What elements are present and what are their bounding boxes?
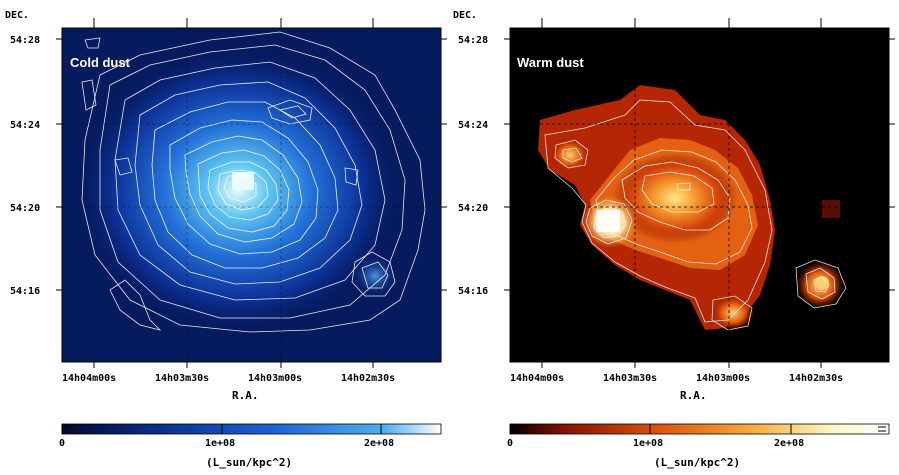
cold-colorbar: 0 1e+08 2e+08 (L_sun/kpc^2) — [59, 423, 442, 469]
cold-dec-tick-marks — [56, 38, 447, 291]
warm-dust-map-frame — [509, 27, 890, 363]
cold-dust-label: Cold dust — [70, 55, 131, 70]
warm-dust-grid — [510, 28, 889, 362]
warm-colorbar-tick: 2e+08 — [774, 438, 804, 449]
warm-dec-tick-label: 54:28 — [458, 35, 488, 46]
cold-colorbar-tick: 1e+08 — [205, 438, 235, 449]
warm-dec-axis-label: DEC. — [453, 10, 477, 21]
cold-ra-tick-marks — [93, 18, 374, 368]
cold-colorbar-gradient — [61, 423, 442, 435]
cold-ra-tick-label: 14h03m00s — [248, 373, 302, 384]
warm-colorbar-gradient — [509, 423, 890, 435]
cold-ra-tick-label: 14h03m30s — [155, 373, 209, 384]
cold-dust-panel: Cold dust DEC. 54:28 54:24 54:20 54:16 1… — [5, 10, 447, 469]
cold-dec-axis-label: DEC. — [5, 10, 29, 21]
cold-dec-tick-label: 54:28 — [10, 35, 40, 46]
warm-dust-knot-nw — [550, 138, 590, 172]
warm-ra-axis-label: R.A. — [680, 389, 707, 402]
cold-dust-map-frame — [61, 27, 442, 363]
warm-ra-tick-label: 14h04m00s — [510, 373, 564, 384]
warm-ra-tick-marks — [541, 18, 822, 368]
warm-dust-contours — [544, 99, 847, 331]
warm-dust-core — [613, 153, 737, 243]
warm-dust-label: Warm dust — [517, 55, 584, 70]
warm-colorbar-tick: 1e+08 — [633, 438, 663, 449]
cold-dec-tick-label: 54:24 — [10, 120, 40, 131]
cold-ra-axis-label: R.A. — [232, 389, 259, 402]
warm-ra-tick-label: 14h02m30s — [789, 373, 843, 384]
cold-dust-grid — [62, 28, 441, 362]
cold-ra-tick-label: 14h02m30s — [341, 373, 395, 384]
cold-dust-peak-pixel — [232, 172, 254, 190]
warm-ra-tick-label: 14h03m30s — [603, 373, 657, 384]
warm-dec-tick-label: 54:20 — [458, 203, 488, 214]
cold-dec-tick-label: 54:20 — [10, 203, 40, 214]
warm-dust-panel: Warm dust DEC. 54:28 54:24 54:20 54:16 1… — [453, 10, 895, 469]
cold-ra-tick-label: 14h04m00s — [62, 373, 116, 384]
warm-dust-knot-e-core — [815, 276, 829, 290]
warm-colorbar-unit: (L_sun/kpc^2) — [654, 456, 740, 469]
warm-colorbar: 0 1e+08 2e+08 (L_sun/kpc^2) — [507, 423, 890, 469]
cold-dec-tick-label: 54:16 — [10, 286, 40, 297]
cold-dust-knot — [353, 256, 397, 296]
warm-colorbar-tick: 0 — [507, 438, 513, 449]
warm-dust-hotspot-pixel — [596, 210, 620, 232]
cold-dust-contours — [81, 31, 426, 333]
cold-colorbar-unit: (L_sun/kpc^2) — [206, 456, 292, 469]
cold-colorbar-tick: 0 — [59, 438, 65, 449]
warm-dust-faint-pixel — [822, 200, 840, 218]
warm-dec-tick-label: 54:16 — [458, 286, 488, 297]
warm-dec-tick-label: 54:24 — [458, 120, 488, 131]
warm-dec-tick-marks — [504, 38, 895, 291]
warm-ra-tick-label: 14h03m00s — [696, 373, 750, 384]
cold-colorbar-tick: 2e+08 — [364, 438, 394, 449]
